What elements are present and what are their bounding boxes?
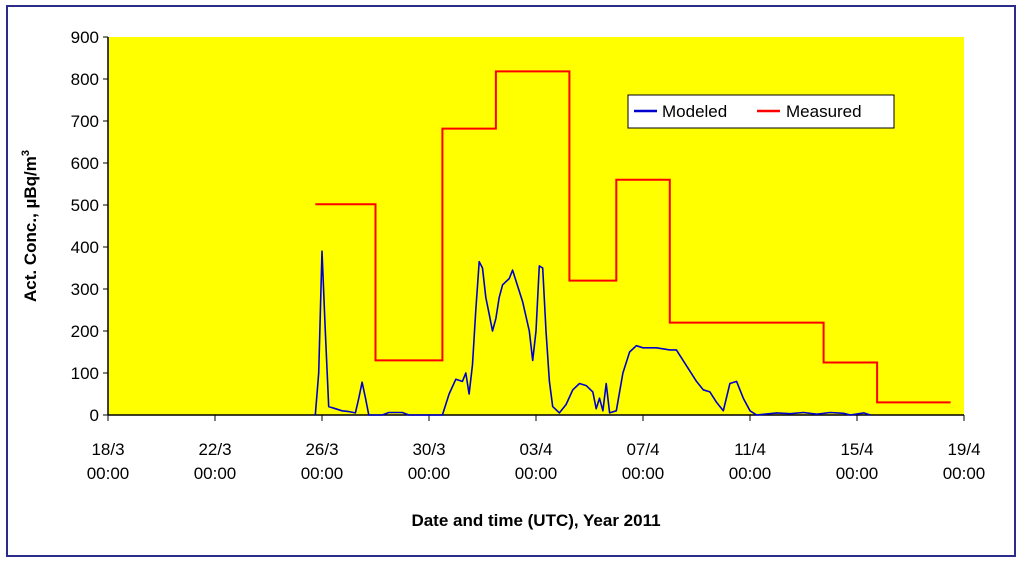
x-tick-label-date: 30/3: [412, 440, 445, 459]
y-tick-label: 500: [71, 196, 99, 215]
x-tick-label-date: 07/4: [626, 440, 659, 459]
series-measured-line: [315, 70, 951, 404]
x-tick-label-time: 00:00: [622, 464, 665, 483]
x-tick-label-date: 15/4: [840, 440, 873, 459]
x-tick-label: 15/4 00:00: [836, 440, 879, 483]
legend-label-measured: Measured: [786, 102, 862, 121]
x-tick-label-time: 00:00: [408, 464, 451, 483]
y-tick-label: 800: [71, 70, 99, 89]
x-tick-label-date: 22/3: [198, 440, 231, 459]
x-tick-label: 03/4 00:00: [515, 440, 558, 483]
x-tick-label-time: 00:00: [194, 464, 237, 483]
y-tick-label: 600: [71, 154, 99, 173]
plot-area: [108, 37, 964, 415]
x-tick-label-date: 19/4: [947, 440, 980, 459]
legend: Modeled Measured: [627, 94, 895, 129]
x-tick-label-time: 00:00: [515, 464, 558, 483]
x-tick-label: 11/4 00:00: [729, 440, 772, 483]
x-tick-label-time: 00:00: [301, 464, 344, 483]
x-tick-label: 19/4 00:00: [943, 440, 986, 483]
y-tick-label: 900: [71, 28, 99, 47]
x-tick-label-date: 11/4: [734, 440, 766, 459]
x-tick-label: 18/3 00:00: [87, 440, 130, 483]
x-tick-label-time: 00:00: [943, 464, 986, 483]
y-tick-label: 100: [71, 364, 99, 383]
x-axis-title: Date and time (UTC), Year 2011: [411, 511, 660, 530]
x-tick-label-date: 03/4: [519, 440, 552, 459]
x-tick-label-date: 26/3: [305, 440, 338, 459]
x-tick-label-time: 00:00: [729, 464, 772, 483]
x-tick-label: 22/3 00:00: [194, 440, 237, 483]
x-tick-label-time: 00:00: [87, 464, 130, 483]
series-modeled-line: [314, 250, 871, 416]
x-tick-label-time: 00:00: [836, 464, 879, 483]
y-axis: 0 100 200 300 400 500 600 700 800 900: [71, 28, 109, 425]
y-tick-label: 400: [71, 238, 99, 257]
x-tick-label-date: 18/3: [91, 440, 124, 459]
series-layer: [314, 70, 951, 416]
x-tick-label: 30/3 00:00: [408, 440, 451, 483]
y-tick-label: 0: [90, 406, 99, 425]
legend-label-modeled: Modeled: [662, 102, 727, 121]
x-tick-label: 26/3 00:00: [301, 440, 344, 483]
y-tick-label: 700: [71, 112, 99, 131]
x-tick-label: 07/4 00:00: [622, 440, 665, 483]
y-axis-title-sup: 3: [20, 150, 32, 156]
y-axis-title-main: Act. Conc., µBq/m: [21, 156, 40, 302]
y-axis-title: Act. Conc., µBq/m3: [20, 150, 40, 302]
y-tick-label: 200: [71, 322, 99, 341]
y-tick-label: 300: [71, 280, 99, 299]
